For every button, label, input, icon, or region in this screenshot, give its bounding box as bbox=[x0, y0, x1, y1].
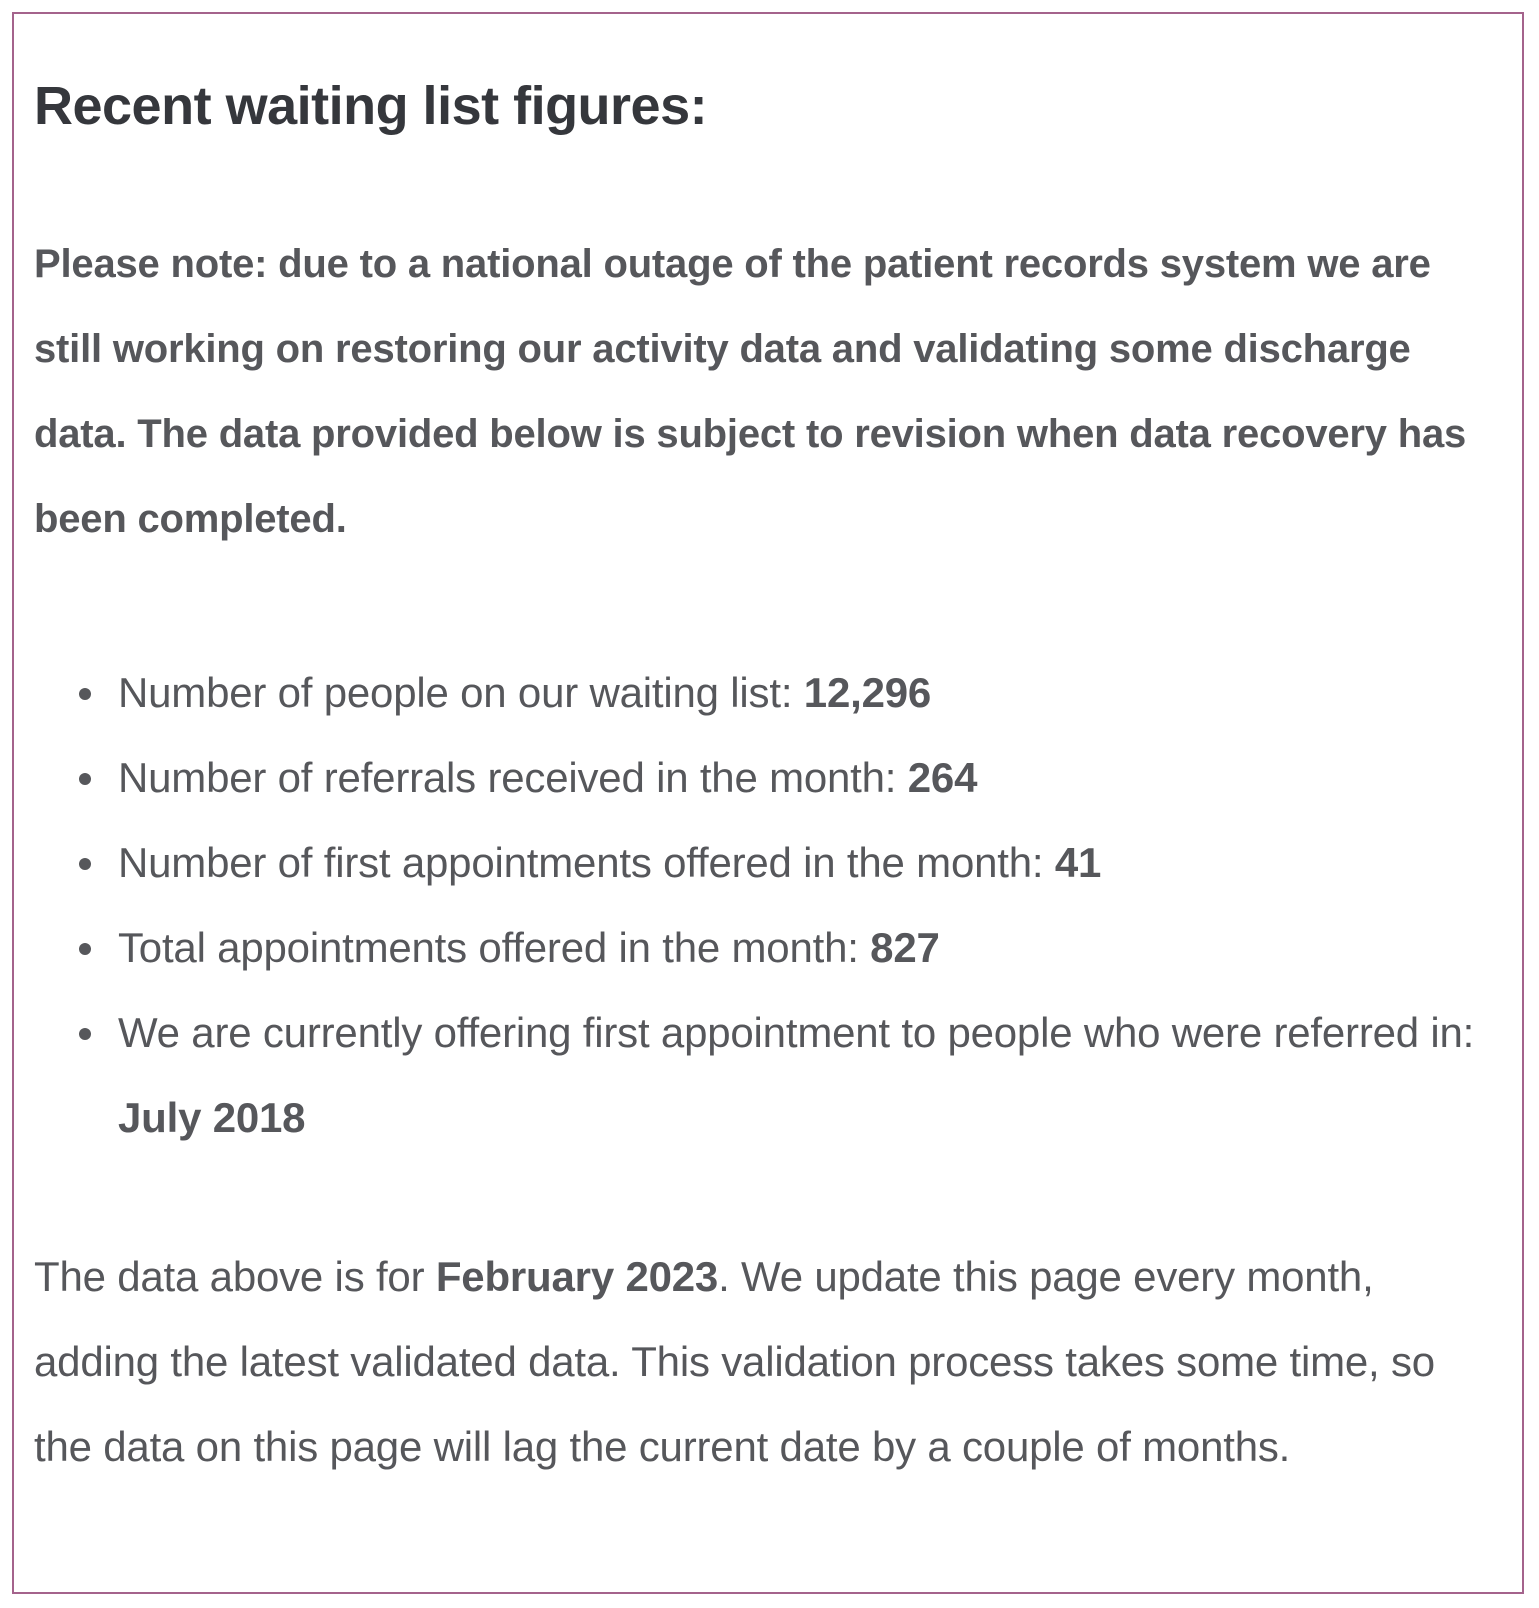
bullet-icon bbox=[79, 943, 91, 955]
stat-first-appointments: Number of first appointments offered in … bbox=[34, 820, 1484, 905]
waiting-list-panel: Recent waiting list figures: Please note… bbox=[12, 12, 1524, 1594]
stat-label: We are currently offering first appointm… bbox=[118, 1009, 1475, 1056]
footer-suffix: . We update this page every month, addin… bbox=[34, 1253, 1435, 1470]
footer-prefix: The data above is for bbox=[34, 1253, 436, 1300]
stat-label: Total appointments offered in the month: bbox=[118, 924, 871, 971]
stat-value: July 2018 bbox=[118, 1094, 306, 1141]
outage-notice: Please note: due to a national outage of… bbox=[34, 242, 1467, 541]
stat-label: Number of first appointments offered in … bbox=[118, 839, 1055, 886]
stat-referrals: Number of referrals received in the mont… bbox=[34, 735, 1484, 820]
bullet-icon bbox=[79, 858, 91, 870]
stat-label: Number of referrals received in the mont… bbox=[118, 754, 908, 801]
stat-label: Number of people on our waiting list: bbox=[118, 669, 804, 716]
bullet-icon bbox=[79, 773, 91, 785]
stat-value: 264 bbox=[907, 754, 978, 801]
stat-total-appointments: Total appointments offered in the month:… bbox=[34, 905, 1484, 990]
stat-value: 827 bbox=[870, 924, 940, 971]
section-heading: Recent waiting list figures: bbox=[34, 76, 708, 136]
bullet-icon bbox=[79, 688, 91, 700]
bullet-icon bbox=[79, 1028, 91, 1040]
stat-referral-month: We are currently offering first appointm… bbox=[34, 990, 1484, 1160]
stat-value: 41 bbox=[1054, 839, 1102, 886]
waiting-list-stats: Number of people on our waiting list: 12… bbox=[34, 650, 1484, 1160]
stat-value: 12,296 bbox=[803, 669, 932, 716]
stat-waiting-list: Number of people on our waiting list: 12… bbox=[34, 650, 1484, 735]
data-period-note: The data above is for February 2023. We … bbox=[34, 1234, 1494, 1489]
data-period: February 2023 bbox=[435, 1253, 719, 1300]
